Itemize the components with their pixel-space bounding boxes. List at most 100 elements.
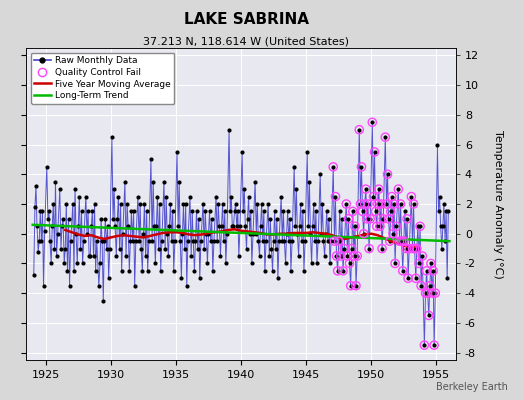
Point	[147, 156, 155, 163]
Point	[46, 238, 54, 244]
Point	[134, 193, 142, 200]
Point	[129, 208, 138, 215]
Point	[412, 245, 421, 252]
Point	[192, 208, 201, 215]
Point	[230, 223, 238, 230]
Point	[202, 230, 211, 237]
Point	[285, 238, 293, 244]
Point	[403, 216, 411, 222]
Point	[187, 253, 195, 259]
Point	[255, 253, 264, 259]
Point	[85, 253, 93, 259]
Point	[95, 282, 103, 289]
Point	[220, 238, 228, 244]
Point	[344, 216, 353, 222]
Point	[333, 268, 342, 274]
Point	[72, 230, 80, 237]
Point	[304, 223, 312, 230]
Point	[135, 238, 143, 244]
Point	[173, 149, 181, 155]
Point	[428, 290, 436, 296]
Legend: Raw Monthly Data, Quality Control Fail, Five Year Moving Average, Long-Term Tren: Raw Monthly Data, Quality Control Fail, …	[31, 52, 174, 104]
Point	[153, 193, 161, 200]
Point	[403, 216, 411, 222]
Point	[353, 253, 362, 259]
Point	[399, 268, 407, 274]
Point	[332, 253, 341, 259]
Point	[301, 238, 309, 244]
Point	[182, 282, 191, 289]
Point	[176, 238, 184, 244]
Point	[424, 312, 433, 319]
Point	[368, 119, 376, 126]
Point	[136, 201, 144, 207]
Point	[209, 268, 217, 274]
Point	[374, 201, 382, 207]
Point	[256, 223, 265, 230]
Point	[86, 253, 94, 259]
Point	[186, 193, 194, 200]
Point	[424, 312, 433, 319]
Point	[251, 178, 259, 185]
Point	[358, 208, 367, 215]
Point	[325, 216, 333, 222]
Point	[67, 238, 75, 244]
Point	[361, 201, 369, 207]
Point	[101, 216, 110, 222]
Point	[111, 223, 119, 230]
Point	[339, 268, 347, 274]
Point	[283, 208, 292, 215]
Point	[396, 201, 405, 207]
Point	[417, 282, 425, 289]
Point	[50, 245, 59, 252]
Point	[145, 238, 153, 244]
Point	[423, 290, 432, 296]
Point	[249, 230, 257, 237]
Point	[352, 282, 360, 289]
Point	[98, 238, 106, 244]
Point	[402, 245, 410, 252]
Point	[84, 208, 92, 215]
Point	[417, 282, 425, 289]
Point	[231, 208, 239, 215]
Point	[246, 230, 254, 237]
Point	[260, 268, 269, 274]
Point	[164, 253, 172, 259]
Point	[365, 245, 373, 252]
Point	[48, 223, 57, 230]
Point	[411, 275, 420, 282]
Point	[127, 208, 136, 215]
Point	[166, 201, 174, 207]
Point	[385, 216, 393, 222]
Point	[439, 223, 447, 230]
Point	[138, 268, 147, 274]
Point	[77, 245, 85, 252]
Point	[427, 260, 435, 267]
Point	[100, 238, 108, 244]
Point	[309, 223, 317, 230]
Point	[290, 164, 298, 170]
Point	[162, 193, 170, 200]
Point	[110, 186, 118, 192]
Point	[281, 260, 290, 267]
Point	[363, 216, 371, 222]
Point	[64, 216, 73, 222]
Point	[363, 216, 371, 222]
Point	[379, 216, 387, 222]
Point	[141, 253, 150, 259]
Point	[215, 223, 224, 230]
Point	[287, 268, 295, 274]
Point	[257, 201, 266, 207]
Point	[429, 268, 438, 274]
Point	[317, 230, 325, 237]
Point	[415, 260, 423, 267]
Point	[300, 268, 308, 274]
Point	[410, 245, 419, 252]
Point	[79, 260, 87, 267]
Point	[140, 201, 149, 207]
Point	[329, 164, 337, 170]
Point	[351, 223, 359, 230]
Point	[321, 253, 329, 259]
Point	[269, 238, 278, 244]
Point	[381, 134, 389, 140]
